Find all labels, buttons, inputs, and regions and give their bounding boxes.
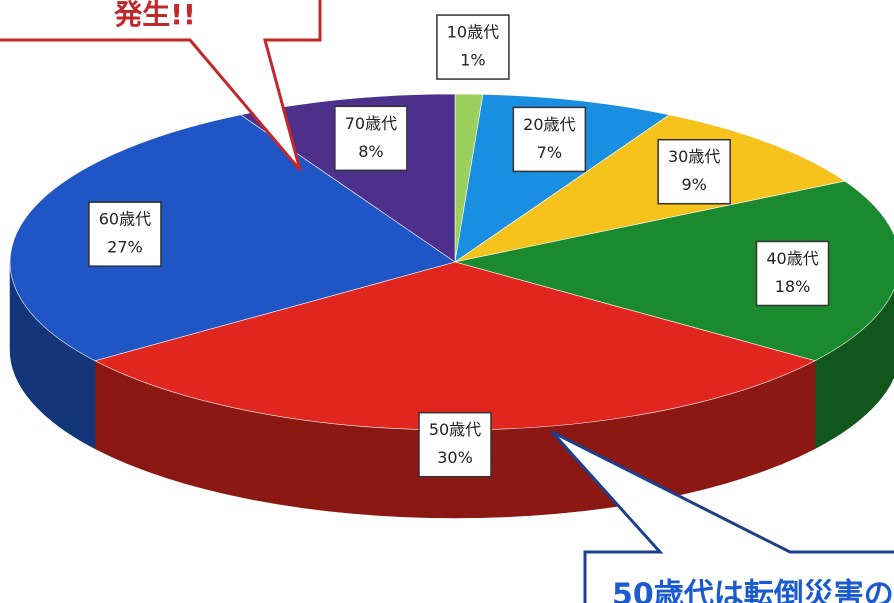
slice (9, 114, 456, 362)
category-label: 50歳代 (429, 420, 481, 439)
slice (454, 180, 894, 362)
slice (454, 114, 846, 263)
value-label: 18% (775, 277, 811, 296)
category-label: 30歳代 (668, 147, 720, 166)
callout-box (0, 0, 322, 171)
category-label: 70歳代 (345, 114, 397, 133)
value-label: 27% (107, 238, 143, 257)
label-box (512, 106, 587, 173)
data-labels: 10歳代 1% 20歳代 7% 30歳代 9% 40歳代 18% 50歳代 30% 60歳代 27% 7… (88, 14, 830, 478)
label-box (436, 14, 510, 80)
label-box (334, 105, 408, 172)
callout-box (550, 430, 894, 603)
slice (454, 94, 671, 263)
label-box (88, 201, 162, 267)
value-label: 9% (681, 175, 706, 194)
label-box (657, 138, 731, 205)
label-box (755, 240, 830, 307)
category-label: 20歳代 (523, 115, 575, 134)
category-label: 60歳代 (99, 210, 151, 229)
value-label: 30% (437, 448, 473, 467)
callout-bottom: 50歳代は転倒災害の (550, 430, 894, 603)
category-label: 10歳代 (447, 23, 499, 42)
callout-text: 発生!! (113, 0, 196, 31)
label-box (418, 411, 492, 478)
callout-top: 発生!! (0, 0, 322, 171)
category-label: 40歳代 (766, 249, 818, 268)
value-label: 1% (460, 51, 485, 70)
value-label: 7% (537, 143, 562, 162)
value-label: 8% (358, 142, 383, 161)
callout-text: 50歳代は転倒災害の (612, 578, 894, 603)
